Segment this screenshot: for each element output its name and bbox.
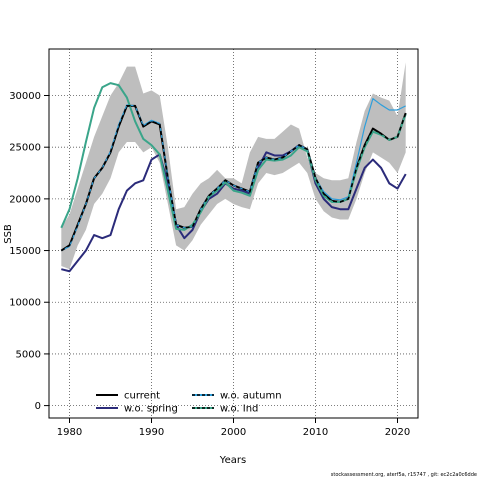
y-tick-label-25000: 25000 <box>9 143 41 154</box>
series-line-current-dash <box>60 105 407 252</box>
y-tick-label-10000: 10000 <box>9 298 41 309</box>
plot-frame <box>48 48 419 419</box>
x-tick-label-1980: 1980 <box>57 427 82 438</box>
legend-label-1: w.o. spring <box>124 404 178 415</box>
y-axis-title: SSB <box>3 224 14 244</box>
y-tick-label-30000: 30000 <box>9 91 41 102</box>
y-tick-label-5000: 5000 <box>16 349 41 360</box>
legend-label-0: current <box>124 391 160 402</box>
y-tick-label-20000: 20000 <box>9 194 41 205</box>
x-axis-title: Years <box>219 455 246 466</box>
x-tick-label-2020: 2020 <box>385 427 410 438</box>
series-line-1 <box>61 144 407 273</box>
grid-lines <box>49 49 418 418</box>
legend-label-3: w.o. Ind <box>220 404 258 415</box>
confidence-band-area <box>61 62 406 270</box>
footer-credit: stockassessment.org, aterf5a, r15747 , g… <box>330 472 477 478</box>
legend-label-2: w.o. autumn <box>220 391 282 402</box>
series-lines <box>60 82 407 273</box>
x-tick-label-1990: 1990 <box>139 427 164 438</box>
y-tick-label-15000: 15000 <box>9 246 41 257</box>
x-tick-label-2000: 2000 <box>221 427 246 438</box>
y-tick-label-0: 0 <box>35 401 41 412</box>
x-axis: 1980 1990 2000 2010 2020 <box>57 418 410 438</box>
confidence-band <box>61 62 406 270</box>
legend: current w.o. spring w.o. autumn w.o. Ind <box>96 391 282 415</box>
x-tick-label-2010: 2010 <box>303 427 328 438</box>
y-axis: 0 5000 10000 15000 20000 25000 30000 <box>9 91 49 412</box>
